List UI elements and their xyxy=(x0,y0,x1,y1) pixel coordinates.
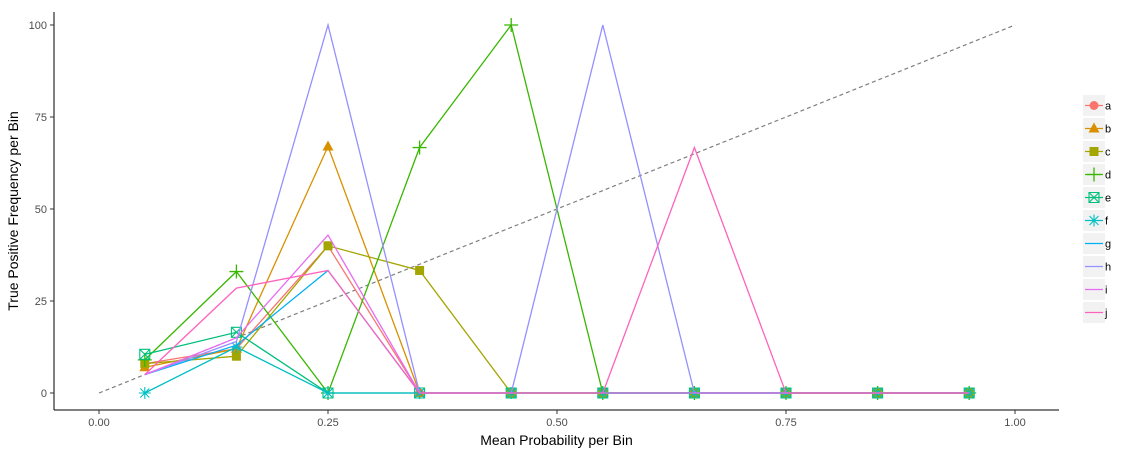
y-tick-label: 100 xyxy=(29,20,47,32)
legend-item-a: a xyxy=(1083,95,1112,116)
y-axis-title: True Positive Frequency per Bin xyxy=(5,111,21,310)
y-tick-label: 50 xyxy=(35,204,47,216)
legend-item-f: f xyxy=(1083,210,1109,231)
y-tick-label: 25 xyxy=(35,296,47,308)
legend-item-i: i xyxy=(1083,279,1107,300)
legend-item-d: d xyxy=(1083,164,1111,185)
legend-label: g xyxy=(1105,239,1111,251)
legend-item-j: j xyxy=(1083,302,1107,323)
x-tick-label: 1.00 xyxy=(1004,417,1025,429)
data-point-c xyxy=(231,351,241,361)
legend-label: c xyxy=(1105,147,1111,159)
legend-item-b: b xyxy=(1083,118,1111,139)
x-tick-label: 0.75 xyxy=(775,417,796,429)
series-j xyxy=(144,145,970,394)
series-h xyxy=(144,22,970,394)
data-point-d xyxy=(504,18,519,32)
legend-label: f xyxy=(1105,216,1109,228)
data-point-f xyxy=(138,387,151,399)
legend-item-g: g xyxy=(1083,233,1111,254)
y-axis-ticks: 0 25 50 75 100 xyxy=(29,20,54,400)
legend-label: j xyxy=(1104,308,1107,320)
data-point-f xyxy=(322,387,334,399)
series-line-b xyxy=(144,144,970,394)
x-tick-label: 0.25 xyxy=(317,417,338,429)
data-point-b xyxy=(322,140,334,151)
series-f xyxy=(138,341,976,399)
data-point-c xyxy=(415,265,425,275)
legend-label: d xyxy=(1105,170,1111,182)
legend-key-marker xyxy=(1087,167,1101,182)
legend-item-e: e xyxy=(1083,187,1111,208)
series-line-g xyxy=(144,269,970,394)
legend-label: i xyxy=(1105,285,1107,297)
y-tick-label: 75 xyxy=(35,112,47,124)
legend-label: a xyxy=(1105,101,1112,113)
series-g xyxy=(144,269,970,394)
data-point-d xyxy=(229,264,244,279)
x-tick-label: 0.50 xyxy=(546,417,567,429)
legend-label: e xyxy=(1105,193,1111,205)
legend-label: h xyxy=(1105,262,1111,274)
legend-key-marker xyxy=(1088,191,1100,204)
data-point-e xyxy=(139,348,151,360)
series-c xyxy=(140,241,974,398)
legend-item-c: c xyxy=(1083,141,1111,162)
x-tick-label: 0.00 xyxy=(88,417,109,429)
legend-label: b xyxy=(1105,124,1111,136)
x-axis-title: Mean Probability per Bin xyxy=(480,432,633,448)
legend-key-marker xyxy=(1088,214,1100,227)
data-point-f xyxy=(230,341,243,353)
series-a xyxy=(140,241,974,398)
data-point-d xyxy=(412,140,427,155)
legend-item-h: h xyxy=(1083,256,1111,277)
series-b xyxy=(139,140,975,397)
series-line-h xyxy=(144,22,970,394)
legend-key-marker xyxy=(1089,147,1099,156)
legend-key-marker xyxy=(1089,101,1099,110)
data-point-c xyxy=(323,241,333,251)
plot-area xyxy=(98,18,1016,400)
series-e xyxy=(139,326,975,399)
legend-key-marker xyxy=(1088,122,1100,133)
x-axis-ticks: 0.00 0.25 0.50 0.75 1.00 xyxy=(88,410,1026,429)
series-line-j xyxy=(144,145,970,394)
y-tick-label: 0 xyxy=(41,388,47,400)
